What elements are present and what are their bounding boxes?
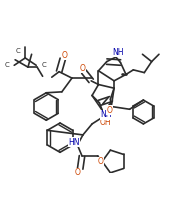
Text: HN: HN xyxy=(68,138,79,147)
Text: O: O xyxy=(62,51,68,60)
Text: C: C xyxy=(4,62,9,68)
Text: NH: NH xyxy=(100,110,112,119)
Text: NH: NH xyxy=(112,48,124,57)
Text: OH: OH xyxy=(100,118,112,127)
Text: O: O xyxy=(80,63,86,72)
Text: O: O xyxy=(75,168,81,177)
Text: C: C xyxy=(41,62,46,68)
Text: O: O xyxy=(107,106,112,115)
Text: C: C xyxy=(15,48,20,54)
Text: O: O xyxy=(97,157,103,166)
